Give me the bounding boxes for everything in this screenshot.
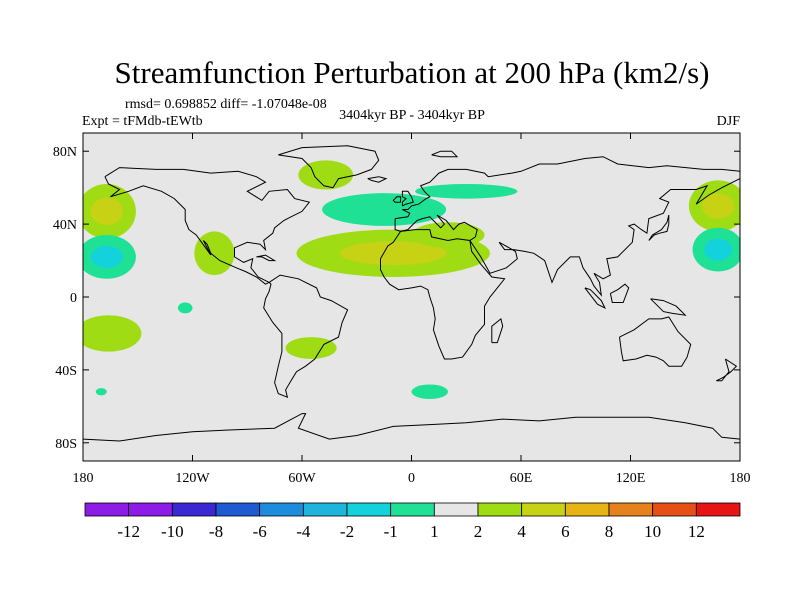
colorbar-label: 2 [474,522,483,541]
colorbar-box [608,502,654,517]
axes-layer: 180 120W 60W 0 60E 120E 180 80N 40N 0 40S 80S [53,133,751,486]
colorbar-label: 6 [561,522,570,541]
colorbar-box [390,502,435,517]
colorbar-label: 1 [430,522,439,541]
colorbar-box [695,502,741,517]
coast-borneo [609,283,630,303]
colorbar-box [477,502,523,517]
coast-new-guinea [650,298,687,316]
anomaly-greenland [298,160,354,190]
coast-iceland [367,176,388,183]
anomaly-north-atlantic [322,193,447,226]
colorbar-box [128,502,173,517]
colorbar-box [521,502,566,517]
anomaly-southern-ocean-west [95,388,107,396]
x-tick-label: 120E [616,471,646,486]
coast-madagascar [491,318,504,344]
anomaly-mexico [194,231,235,276]
coast-north-america [104,167,311,285]
coast-sumatra [584,287,606,309]
coast-africa [380,229,506,360]
x-tick-label: 0 [408,471,415,486]
anomaly-central-pacific-nh-core [90,197,123,226]
coast-british-isles [401,190,414,207]
coastline-layer [83,145,740,442]
colorbar-label: 12 [688,522,705,541]
colorbar: -12 -10 -8 -6 -4 -2 -1 1 2 4 6 8 10 12 [84,502,741,541]
colorbar-label: -10 [161,522,184,541]
colorbar-box [652,502,697,517]
period-label: 3404kyr BP - 3404kyr BP [339,108,485,123]
colorbar-box [433,502,479,517]
season-label: DJF [717,114,741,129]
colorbar-box [171,502,217,517]
anomaly-north-africa-tail [411,222,485,248]
coast-cuba [256,254,277,262]
anomaly-south-america [285,337,337,359]
coast-eurasia [394,156,740,297]
chart-title: Streamfunction Perturbation at 200 hPa (… [115,55,710,90]
colorbar-label: -6 [253,522,267,541]
anomaly-europe-band [415,184,518,199]
y-tick-label: 80S [55,437,77,452]
coast-greenland [278,145,380,189]
colorbar-label: 4 [517,522,526,541]
y-tick-label: 0 [70,291,77,306]
stats-line: rmsd= 0.698852 diff= -1.07048e-08 [125,97,327,112]
experiment-label: Expt = tFMdb-tEWtb [82,114,203,129]
coast-australia [619,316,692,367]
colorbar-box [84,502,130,517]
colorbar-box [564,502,610,517]
colorbar-box [215,502,261,517]
y-tick-label: 80N [53,145,77,160]
y-tick-label: 40N [53,218,77,233]
x-tick-label: 60W [288,471,316,486]
colorbar-label: 10 [644,522,661,541]
anomaly-west-pacific-nh-negative-core [704,238,733,261]
anomaly-south-pacific-patch [177,302,193,314]
x-tick-label: 120W [175,471,210,486]
anomaly-tropical-atlantic-africa-core [340,241,447,266]
colorbar-box [302,502,348,517]
y-tick-label: 40S [55,364,77,379]
coast-new-zealand [716,358,738,382]
colorbar-label: -1 [384,522,398,541]
x-tick-label: 180 [73,471,94,486]
coast-south-america [263,274,349,399]
coast-svalbard [431,150,459,158]
anomaly-west-pacific-nh-core [702,193,735,219]
anomaly-layer [83,160,740,400]
coast-ireland [392,196,402,203]
x-tick-label: 180 [730,471,751,486]
coast-antarctica [83,413,740,442]
colorbar-label: -8 [209,522,223,541]
colorbar-label: -4 [296,522,311,541]
colorbar-label: -12 [117,522,140,541]
map-background [83,133,740,461]
anomaly-east-pacific-nh-negative-core [90,245,123,268]
colorbar-label: -2 [340,522,354,541]
x-tick-label: 60E [510,471,533,486]
colorbar-box [259,502,304,517]
anomaly-southern-atlantic [411,384,448,400]
coast-japan [648,214,670,241]
anomaly-south-pacific-west [83,315,142,352]
colorbar-label: 8 [605,522,614,541]
colorbar-box [346,502,392,517]
